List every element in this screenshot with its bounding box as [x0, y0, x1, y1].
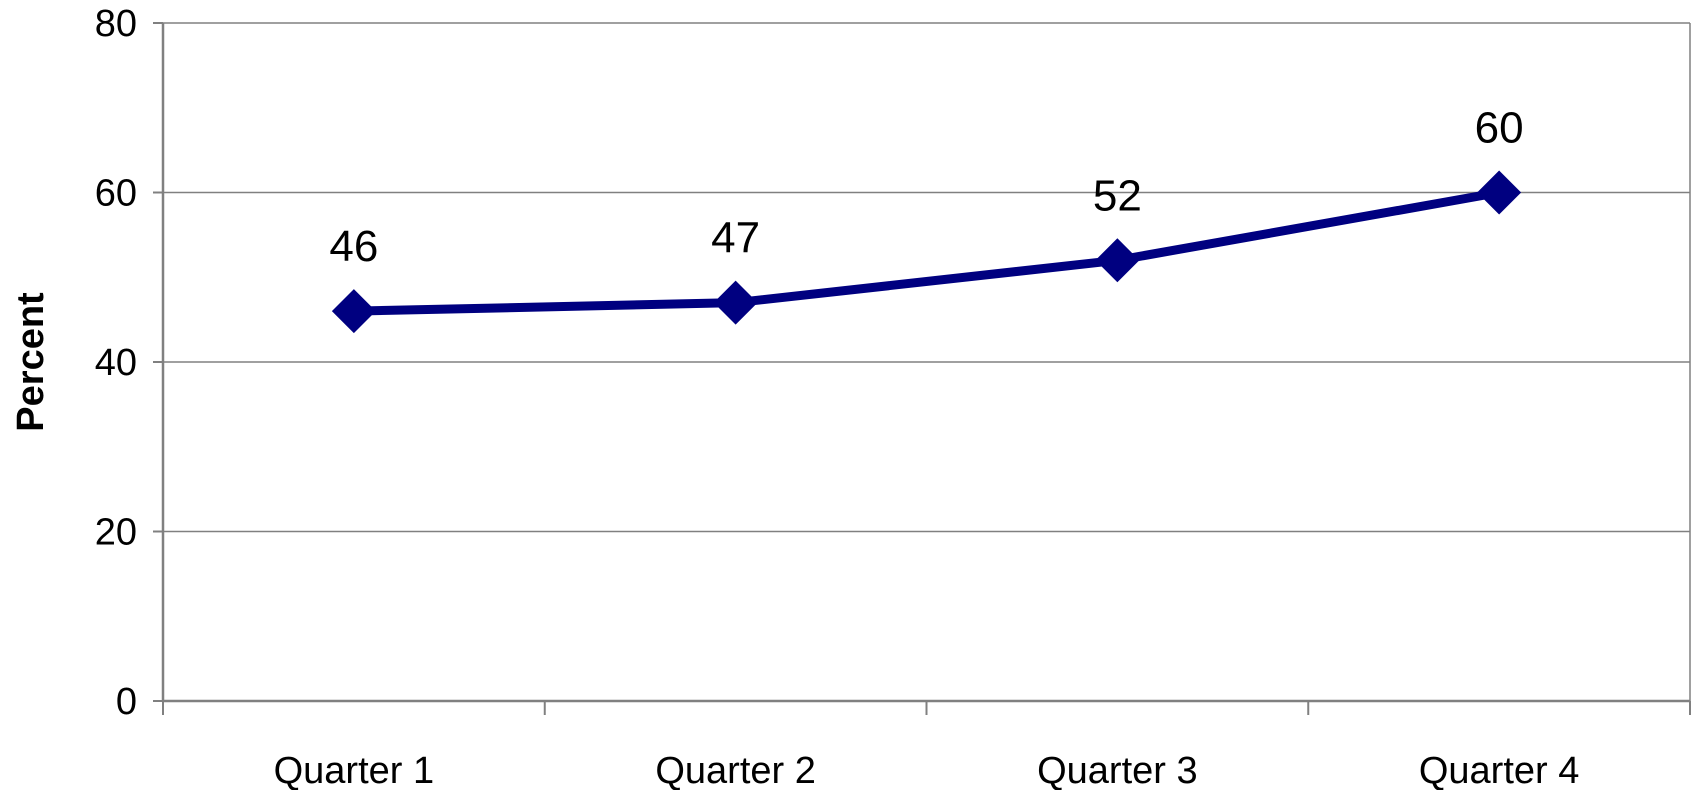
x-tick-labels: Quarter 1 Quarter 2 Quarter 3 Quarter 4 [274, 750, 1580, 790]
x-tick-label: Quarter 3 [1037, 750, 1198, 790]
axes [153, 22, 1691, 715]
y-tick-label: 60 [95, 173, 137, 215]
y-tick-label: 80 [95, 3, 137, 45]
x-tick-label: Quarter 2 [655, 750, 816, 790]
y-tick-label: 0 [116, 681, 137, 723]
series-layer [331, 170, 1522, 334]
x-tick-label: Quarter 4 [1419, 750, 1580, 790]
data-point-marker [331, 289, 376, 334]
data-point-marker [1095, 238, 1140, 283]
x-tick-label: Quarter 1 [274, 750, 435, 790]
y-axis-title: Percent [10, 292, 52, 432]
y-tick-labels: 0 20 40 60 80 [95, 3, 137, 723]
data-label: 60 [1475, 104, 1524, 153]
y-tick-label: 40 [95, 342, 137, 384]
gridlines [163, 22, 1690, 533]
data-label: 47 [711, 214, 760, 263]
series-line [353, 188, 1500, 316]
data-label: 52 [1093, 171, 1142, 220]
data-label: 46 [329, 222, 378, 271]
data-point-marker [1477, 170, 1522, 215]
y-tick-label: 20 [95, 512, 137, 554]
data-point-marker [713, 280, 758, 325]
data-labels: 46 47 52 60 [329, 104, 1523, 272]
